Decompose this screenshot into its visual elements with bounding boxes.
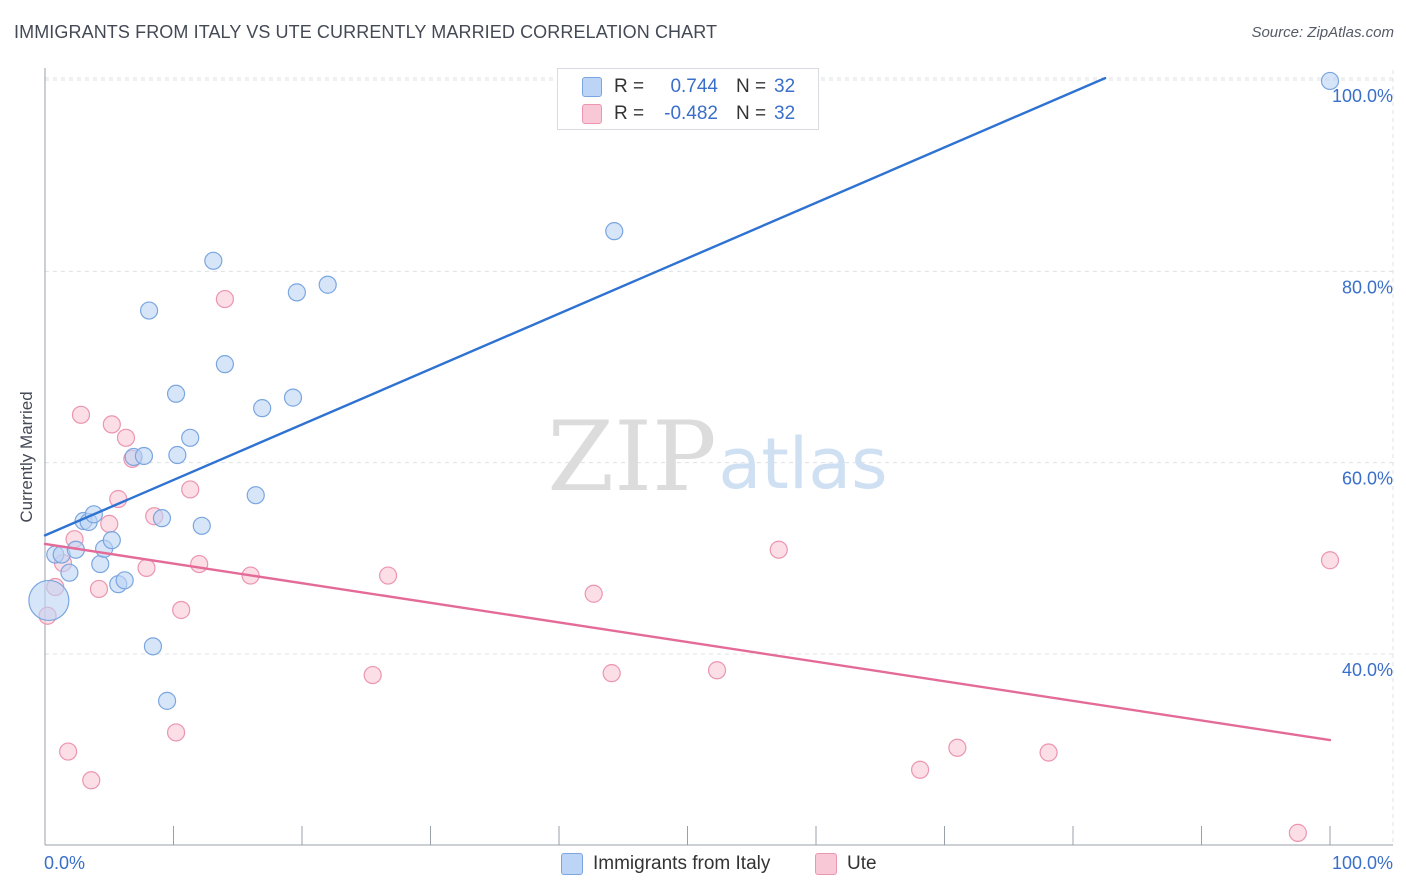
ute-point (172, 600, 191, 620)
ute-point (190, 554, 209, 574)
italy-trend-line (43, 76, 1107, 537)
italy-point (139, 301, 159, 320)
ute-point (363, 665, 382, 685)
italy-point (91, 554, 110, 574)
legend-swatch-italy (582, 77, 602, 97)
ute-point (100, 514, 119, 533)
italy-point (246, 486, 265, 505)
italy-point (166, 384, 186, 403)
x-tick-label: 0.0% (44, 853, 85, 873)
italy-point (1320, 71, 1340, 91)
ute-points (38, 289, 1340, 842)
ute-point (89, 579, 109, 599)
y-tick-label: 60.0% (1342, 469, 1393, 489)
ute-point (584, 584, 603, 603)
x-tick-label: 100.0% (1332, 853, 1393, 873)
italy-point (605, 222, 624, 241)
axes (44, 68, 1393, 846)
legend-r-label: R = (614, 76, 645, 97)
chart-title: IMMIGRANTS FROM ITALY VS UTE CURRENTLY M… (14, 22, 718, 42)
source-label: Source: ZipAtlas.com (1251, 24, 1394, 41)
legend-n-label: N = (736, 103, 767, 124)
italy-point (152, 509, 172, 528)
ute-point (102, 415, 121, 434)
ute-point (116, 428, 136, 447)
italy-point (287, 283, 306, 302)
bottom-legend-label-ute: Ute (847, 853, 877, 874)
ute-point (181, 480, 200, 499)
ute-point (948, 738, 967, 757)
ute-point (602, 664, 621, 683)
trend-lines (43, 76, 1332, 742)
ute-point (1320, 551, 1340, 570)
ute-point (910, 760, 930, 779)
ute-point (769, 540, 788, 559)
ute-point (378, 566, 398, 585)
legend-row-ute: R = -0.482 N = 32 (582, 102, 795, 126)
y-tick-label: 80.0% (1342, 277, 1393, 297)
italy-point (157, 691, 177, 710)
ute-point (1039, 743, 1058, 762)
italy-point (134, 446, 154, 466)
ute-trend-line (43, 542, 1332, 742)
italy-point (253, 399, 272, 418)
italy-point (318, 275, 337, 294)
italy-point (60, 563, 79, 582)
italy-point (115, 571, 134, 590)
bottom-legend-italy: Immigrants from Italy (561, 852, 770, 876)
grid-lines (45, 70, 1394, 845)
watermark-atlas: atlas (718, 423, 887, 505)
y-axis-label: Currently Married (17, 391, 36, 523)
ute-point (215, 289, 234, 309)
watermark: ZIP atlas (547, 401, 887, 513)
italy-point (181, 428, 200, 447)
bottom-legend-ute: Ute (815, 852, 877, 876)
legend-r-value: -0.482 (664, 103, 718, 124)
legend-r-label: R = (614, 103, 645, 124)
legend-n-value: 32 (774, 103, 796, 124)
y-tick-label: 100.0% (1332, 86, 1393, 106)
italy-point (283, 388, 303, 407)
italy-point (102, 531, 121, 550)
italy-point (192, 516, 211, 535)
italy-point (28, 579, 70, 622)
bottom-legend-swatch-ute (815, 853, 837, 875)
y-tick-label: 40.0% (1342, 660, 1393, 680)
legend-swatch-ute (582, 104, 602, 124)
ute-point (71, 405, 91, 424)
italy-point (143, 637, 163, 656)
ute-point (82, 771, 101, 790)
ute-point (59, 742, 78, 761)
ute-point (166, 723, 186, 742)
legend-n-value: 32 (774, 76, 796, 97)
italy-point (168, 445, 187, 465)
italy-point (215, 355, 234, 374)
legend-row-italy: R = 0.744 N = 32 (582, 75, 795, 99)
legend-r-value: 0.744 (670, 76, 718, 97)
tick-labels: 40.0% 60.0% 80.0% 100.0% 0.0% 100.0% (44, 86, 1393, 873)
italy-points (28, 71, 1340, 710)
ute-point (137, 558, 156, 578)
bottom-legend-label-italy: Immigrants from Italy (593, 853, 771, 874)
italy-point (204, 251, 223, 270)
bottom-legend-swatch-italy (561, 853, 583, 875)
legend-n-label: N = (736, 76, 767, 97)
ute-point (707, 661, 727, 680)
ute-point (1288, 823, 1307, 842)
correlation-legend: R = 0.744 N = 32 R = -0.482 N = 32 (557, 68, 819, 130)
watermark-zip: ZIP (547, 401, 716, 513)
